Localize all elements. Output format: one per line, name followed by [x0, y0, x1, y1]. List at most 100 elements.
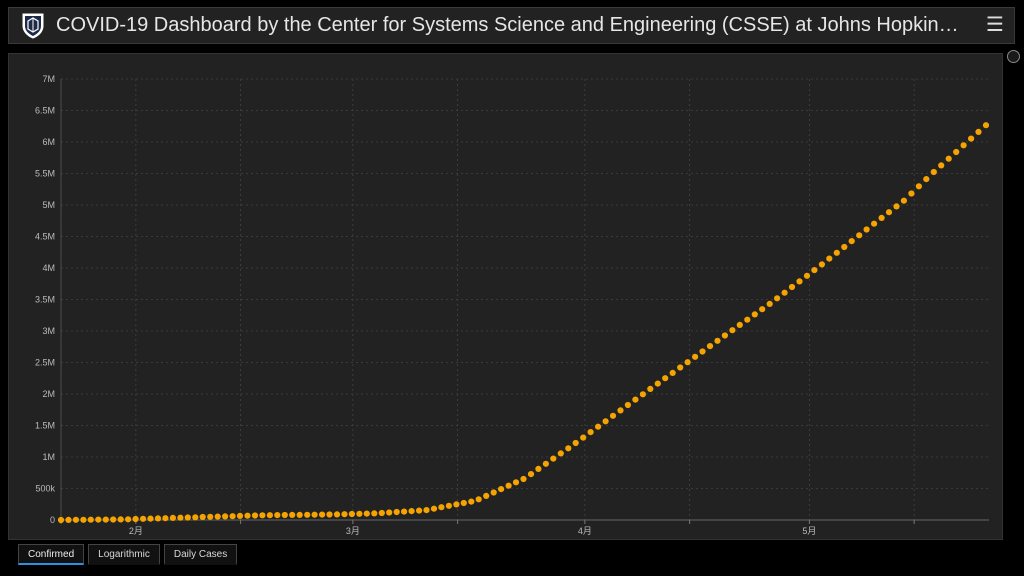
data-point[interactable]	[617, 407, 624, 414]
expand-icon[interactable]	[1007, 50, 1020, 63]
data-point[interactable]	[960, 142, 967, 149]
data-point[interactable]	[542, 460, 550, 467]
data-point[interactable]	[266, 512, 273, 519]
data-point[interactable]	[430, 505, 438, 512]
data-point[interactable]	[453, 501, 460, 508]
data-point[interactable]	[938, 162, 945, 169]
data-point[interactable]	[826, 255, 833, 262]
data-point[interactable]	[371, 510, 378, 517]
data-point[interactable]	[80, 516, 87, 523]
data-point[interactable]	[848, 238, 855, 245]
data-point[interactable]	[572, 439, 579, 447]
data-point[interactable]	[423, 507, 430, 514]
data-point[interactable]	[416, 507, 423, 514]
data-point[interactable]	[856, 232, 863, 239]
data-point[interactable]	[356, 510, 363, 517]
data-point[interactable]	[632, 396, 639, 403]
data-point[interactable]	[550, 455, 557, 462]
data-point[interactable]	[706, 343, 714, 350]
data-point[interactable]	[229, 513, 236, 520]
data-point[interactable]	[304, 511, 311, 518]
data-point[interactable]	[274, 512, 281, 519]
data-point[interactable]	[199, 513, 206, 521]
data-point[interactable]	[751, 311, 758, 318]
data-point[interactable]	[654, 380, 661, 387]
data-point[interactable]	[378, 509, 385, 517]
tab-confirmed[interactable]: Confirmed	[18, 544, 85, 565]
data-point[interactable]	[438, 504, 445, 511]
data-point[interactable]	[117, 516, 124, 523]
data-point[interactable]	[341, 511, 348, 518]
data-point[interactable]	[207, 513, 214, 520]
data-point[interactable]	[595, 423, 602, 430]
data-point[interactable]	[498, 486, 505, 493]
data-point[interactable]	[333, 511, 341, 518]
data-point[interactable]	[468, 498, 475, 505]
data-point[interactable]	[296, 511, 303, 518]
data-point[interactable]	[311, 511, 318, 518]
hamburger-menu-icon[interactable]: ☰	[986, 14, 1004, 36]
data-point[interactable]	[72, 516, 79, 523]
data-point[interactable]	[177, 514, 184, 521]
data-point[interactable]	[580, 434, 587, 441]
data-point[interactable]	[65, 516, 72, 523]
data-point[interactable]	[699, 348, 706, 355]
data-point[interactable]	[490, 489, 497, 496]
data-point[interactable]	[587, 429, 594, 436]
data-point[interactable]	[140, 515, 147, 522]
data-point[interactable]	[110, 516, 117, 523]
data-point[interactable]	[811, 267, 818, 274]
data-point[interactable]	[774, 295, 781, 302]
data-point[interactable]	[214, 513, 221, 520]
data-point[interactable]	[602, 418, 609, 425]
data-point[interactable]	[236, 512, 244, 519]
data-point[interactable]	[445, 502, 452, 509]
data-point[interactable]	[505, 482, 512, 489]
data-point[interactable]	[736, 321, 743, 328]
data-point[interactable]	[647, 385, 654, 392]
data-point[interactable]	[833, 249, 840, 256]
data-point[interactable]	[609, 412, 617, 419]
data-point[interactable]	[624, 401, 632, 409]
data-point[interactable]	[535, 465, 542, 472]
data-point[interactable]	[386, 509, 393, 516]
data-point[interactable]	[162, 515, 169, 522]
data-point[interactable]	[147, 515, 154, 522]
data-point[interactable]	[744, 316, 751, 323]
data-point[interactable]	[244, 512, 251, 519]
data-point[interactable]	[669, 369, 676, 376]
data-point[interactable]	[788, 283, 796, 291]
data-point[interactable]	[393, 508, 400, 516]
data-point[interactable]	[565, 445, 572, 452]
data-point[interactable]	[401, 508, 408, 515]
data-point[interactable]	[222, 513, 229, 520]
data-point[interactable]	[132, 515, 139, 523]
data-point[interactable]	[692, 353, 699, 360]
data-point[interactable]	[781, 289, 788, 296]
data-point[interactable]	[871, 220, 878, 227]
data-point[interactable]	[57, 516, 65, 524]
data-point[interactable]	[677, 364, 684, 371]
data-point[interactable]	[557, 450, 564, 457]
data-point[interactable]	[169, 514, 176, 521]
data-point[interactable]	[520, 475, 527, 483]
data-point[interactable]	[326, 511, 333, 518]
data-point[interactable]	[968, 135, 975, 142]
data-point[interactable]	[289, 511, 296, 518]
data-point[interactable]	[184, 514, 191, 521]
data-point[interactable]	[796, 278, 803, 285]
data-point[interactable]	[982, 122, 990, 129]
tab-daily-cases[interactable]: Daily Cases	[163, 544, 238, 565]
data-point[interactable]	[408, 508, 415, 515]
data-point[interactable]	[475, 496, 482, 503]
data-point[interactable]	[878, 214, 885, 221]
data-point[interactable]	[759, 306, 766, 313]
data-point[interactable]	[639, 391, 647, 398]
data-point[interactable]	[714, 337, 721, 344]
data-point[interactable]	[863, 226, 870, 233]
data-point[interactable]	[527, 471, 535, 478]
data-point[interactable]	[915, 183, 923, 190]
data-point[interactable]	[953, 148, 960, 156]
data-point[interactable]	[721, 332, 729, 339]
data-point[interactable]	[729, 327, 736, 334]
